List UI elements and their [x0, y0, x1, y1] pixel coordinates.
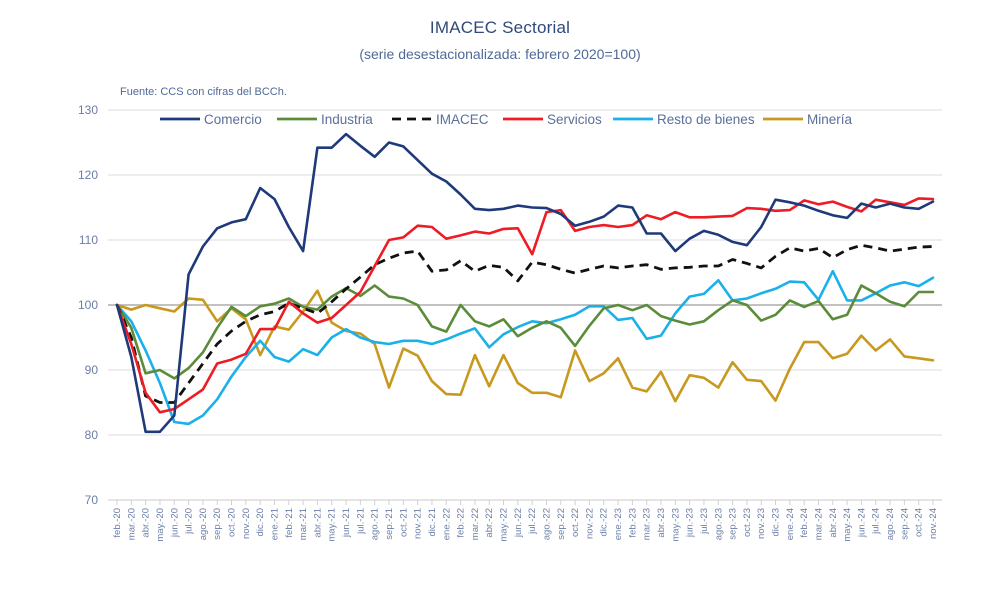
x-tick-label: jul.-20 [184, 508, 195, 535]
x-tick-label: ene.-23 [613, 508, 624, 540]
x-tick-label: jun.-20 [169, 508, 180, 538]
x-axis: feb.-20 mar.-20 abr.-20 may.-20 jun.-20 jul.-… [108, 499, 942, 542]
x-tick-label: abr.-24 [828, 508, 839, 538]
x-tick-label: jul.-24 [871, 508, 882, 535]
legend-label: Resto de bienes [657, 112, 755, 127]
gridlines [108, 109, 942, 501]
x-tick-label: feb.-21 [284, 508, 295, 538]
legend-label: Comercio [204, 112, 262, 127]
x-tick-label: ene.-24 [785, 508, 796, 540]
chart-subtitle: (serie desestacionalizada: febrero 2020=… [359, 46, 641, 62]
series-line-industria [115, 284, 935, 380]
series-line-resto-de-bienes [115, 269, 935, 426]
x-tick-label: oct.-21 [398, 508, 409, 537]
x-tick-label: sep.-22 [556, 508, 567, 540]
x-tick-label: abr.-22 [484, 508, 495, 538]
x-tick-label: mar.-22 [470, 508, 481, 540]
y-tick-label: 80 [85, 428, 99, 442]
x-tick-label: jun.-23 [685, 508, 696, 538]
x-tick-label: nov.-20 [241, 508, 252, 539]
x-tick-label: feb.-24 [799, 508, 810, 538]
x-tick-label: sep.-23 [728, 508, 739, 540]
series-line-imacec [115, 243, 934, 404]
y-tick-label: 110 [79, 233, 98, 247]
x-tick-label: dic.-20 [255, 508, 266, 537]
x-tick-label: feb.-20 [112, 508, 123, 538]
x-tick-label: jul.-21 [355, 508, 366, 535]
x-tick-label: ago.-24 [885, 508, 896, 540]
x-tick-label: sep.-20 [212, 508, 223, 540]
legend: Comercio Industria IMACEC Servicios Resto de… [160, 112, 853, 127]
x-tick-label: may.-23 [670, 508, 681, 542]
x-tick-label: mar.-24 [813, 508, 824, 540]
x-tick-label: oct.-20 [227, 508, 238, 537]
x-tick-label: ene.-21 [269, 508, 280, 540]
y-tick-label: 130 [78, 103, 98, 117]
x-tick-label: jul.-22 [527, 508, 538, 535]
x-tick-label: nov.-23 [756, 508, 767, 539]
x-tick-label: may.-22 [499, 508, 510, 542]
x-tick-label: nov.-21 [413, 508, 424, 539]
legend-label: IMACEC [436, 112, 489, 127]
y-tick-label: 90 [85, 363, 99, 377]
x-tick-label: feb.-22 [456, 508, 467, 538]
x-tick-label: dic.-23 [771, 508, 782, 537]
y-axis-ticks: 70 80 90 100 110 120 130 [78, 103, 98, 507]
x-tick-label: oct.-23 [742, 508, 753, 537]
x-tick-label: dic.-22 [599, 508, 610, 537]
x-tick-label: ago.-21 [370, 508, 381, 540]
x-tick-label: dic.-21 [427, 508, 438, 537]
x-tick-label: nov.-22 [584, 508, 595, 539]
x-tick-label: mar.-20 [126, 508, 137, 540]
legend-label: Industria [321, 112, 373, 127]
x-tick-label: may.-24 [842, 508, 853, 542]
x-tick-label: abr.-20 [141, 508, 152, 538]
legend-label: Minería [807, 112, 853, 127]
y-tick-label: 70 [85, 493, 99, 507]
x-tick-label: jun.-21 [341, 508, 352, 538]
x-tick-label: ago.-20 [198, 508, 209, 540]
x-tick-label: mar.-23 [642, 508, 653, 540]
x-tick-label: sep.-21 [384, 508, 395, 540]
y-tick-label: 120 [78, 168, 98, 182]
y-tick-label: 100 [78, 298, 98, 312]
series-line-miner-a [115, 289, 935, 403]
x-tick-label: oct.-24 [914, 508, 925, 537]
x-tick-label: abr.-23 [656, 508, 667, 538]
x-tick-label: abr.-21 [312, 508, 323, 538]
x-tick-label: feb.-23 [627, 508, 638, 538]
x-tick-label: jun.-22 [513, 508, 524, 538]
x-tick-label: mar.-21 [298, 508, 309, 540]
x-tick-label: ago.-23 [713, 508, 724, 540]
x-tick-label: oct.-22 [570, 508, 581, 537]
x-tick-label: sep.-24 [899, 508, 910, 540]
x-tick-label: may.-21 [327, 508, 338, 542]
chart-title: IMACEC Sectorial [429, 18, 571, 37]
x-tick-label: ene.-22 [441, 508, 452, 540]
x-tick-label: jun.-24 [856, 508, 867, 538]
x-tick-label: nov.-24 [928, 508, 939, 539]
x-tick-label: ago.-22 [541, 508, 552, 540]
series-lines [115, 132, 935, 434]
legend-label: Servicios [547, 112, 602, 127]
x-tick-label: may.-20 [155, 508, 166, 542]
chart-source: Fuente: CCS con cifras del BCCh. [120, 86, 287, 98]
x-tick-label: jul.-23 [699, 508, 710, 535]
series-line-comercio [115, 132, 935, 434]
